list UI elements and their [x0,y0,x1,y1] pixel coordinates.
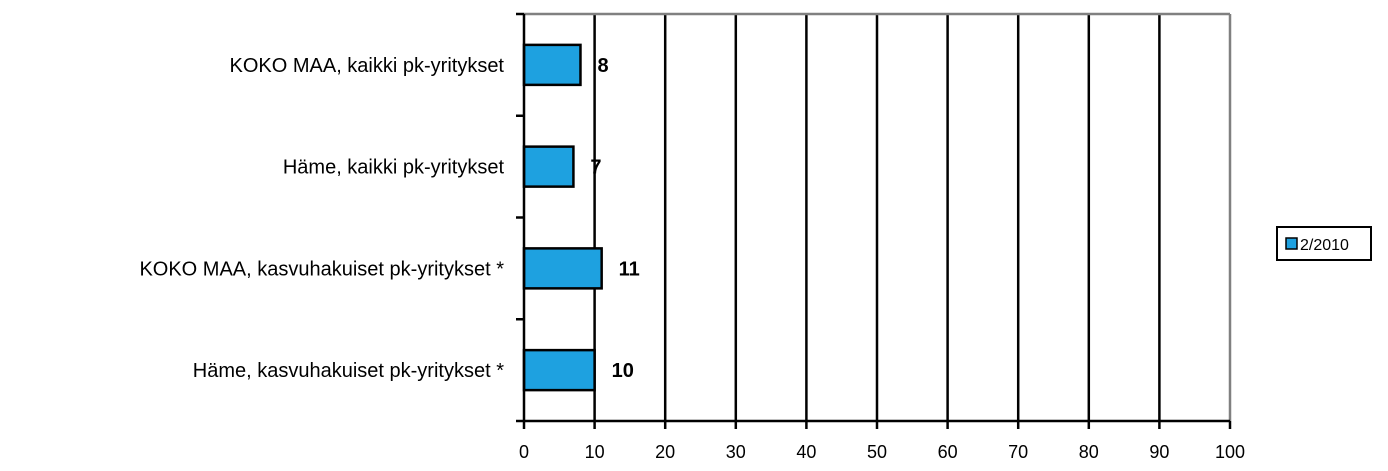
category-label-2: KOKO MAA, kasvuhakuiset pk-yritykset * [139,258,504,280]
bar-3 [522,348,596,392]
legend-swatch [1285,237,1298,250]
data-label-0: 8 [597,55,608,77]
x-tick-label-0: 0 [519,442,529,462]
legend: 2/2010 [1276,226,1372,261]
bar-1 [522,145,575,188]
data-label-2: 11 [619,258,640,280]
axes [516,12,1232,429]
x-tick-label-30: 30 [726,442,746,462]
category-label-1: Häme, kaikki pk-yritykset [283,157,505,179]
data-label-3: 10 [612,360,634,382]
x-tick-label-100: 100 [1215,442,1245,462]
category-label-3: Häme, kasvuhakuiset pk-yritykset * [193,360,504,382]
x-tick-label-80: 80 [1079,442,1099,462]
labels: 8 KOKO MAA, kaikki pk-yritykset 7 Häme, kai… [139,55,1245,462]
gridlines [593,14,1161,421]
x-tick-label-70: 70 [1008,442,1028,462]
category-label-0: KOKO MAA, kaikki pk-yritykset [230,55,505,77]
x-tick-label-60: 60 [938,442,958,462]
data-label-1: 7 [590,157,601,179]
x-tick-label-90: 90 [1149,442,1169,462]
bars [522,43,603,392]
x-tick-label-50: 50 [867,442,887,462]
legend-entry-label: 2/2010 [1300,237,1349,254]
x-tick-label-20: 20 [655,442,675,462]
plot-frame [524,12,1232,421]
x-tick-label-10: 10 [585,442,605,462]
x-tick-label-40: 40 [796,442,816,462]
bar-2 [522,247,603,290]
bar-0 [522,43,582,87]
